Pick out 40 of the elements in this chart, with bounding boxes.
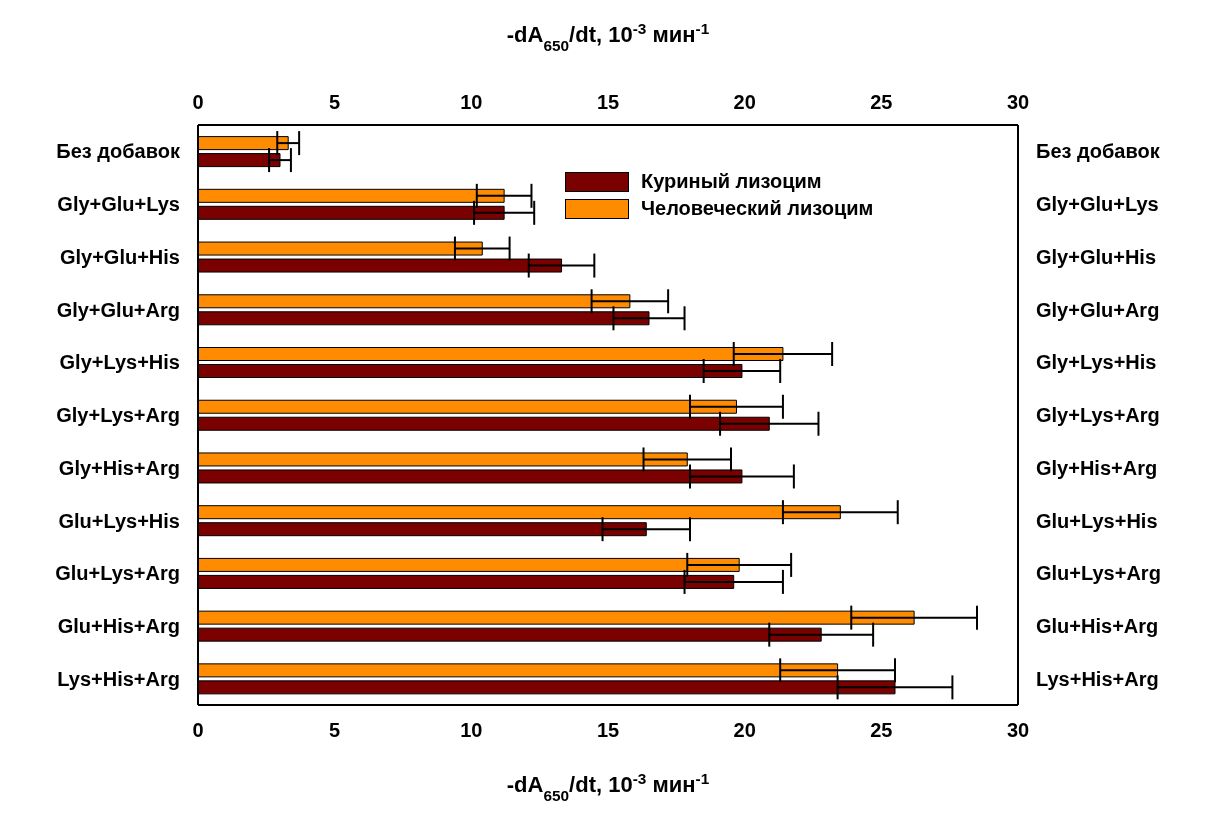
- y-tick-label: Gly+His+Arg: [1036, 456, 1158, 479]
- category-label: Gly+Glu+Lys: [57, 193, 180, 216]
- y-tick-label: Glu+His+Arg: [1036, 615, 1159, 638]
- x-tick-label: 25: [870, 91, 893, 113]
- x-tick-label: 15: [596, 91, 620, 113]
- category-label: Gly+Glu+His: [59, 245, 180, 268]
- x2-axis-title: -dA$_{650}$/dt, 10$^{-3}$ мин$^{-1}$: [506, 19, 710, 54]
- y-tick-label: Gly+Lys+His: [1036, 351, 1157, 374]
- x-tick-label: 5: [329, 91, 341, 113]
- x2-tick-label: 15: [596, 719, 620, 742]
- y-tick-label: Gly+Lys+Arg: [1036, 404, 1160, 427]
- x-tick-label: 30: [1006, 91, 1030, 113]
- x-tick-label: 10: [460, 91, 483, 113]
- x2-tick-label: 25: [870, 719, 893, 742]
- x2-tick-label: 20: [733, 719, 756, 742]
- category-label: Gly+His+Arg: [58, 456, 180, 479]
- y-tick-label: Lys+His+Arg: [1036, 667, 1159, 690]
- y-tick-label: Gly+Glu+Arg: [1036, 298, 1160, 321]
- category-label: Glu+His+Arg: [57, 615, 180, 638]
- category-label: Glu+Lys+Arg: [55, 562, 180, 585]
- x2-tick-label: 5: [329, 719, 341, 742]
- legend-label: Куриный лизоцим: [641, 170, 822, 193]
- category-label: Lys+His+Arg: [57, 667, 180, 690]
- y-tick-label: Gly+Glu+His: [1036, 245, 1157, 268]
- x2-tick-label: 10: [460, 719, 483, 742]
- x2-tick-label: 30: [1006, 719, 1030, 742]
- x-tick-label: 20: [733, 91, 756, 113]
- y-tick-label: Glu+Lys+His: [1036, 509, 1158, 532]
- category-label: Gly+Glu+Arg: [56, 298, 180, 321]
- y-tick-label: Без добавок: [1036, 140, 1161, 163]
- y-tick-label: Glu+Lys+Arg: [1036, 562, 1161, 585]
- x-tick-label: 0: [192, 91, 204, 113]
- category-label: Gly+Lys+His: [59, 351, 180, 374]
- y-tick-label: Gly+Glu+Lys: [1036, 193, 1159, 216]
- category-label: Без добавок: [56, 140, 180, 163]
- legend-label: Человеческий лизоцим: [641, 197, 874, 220]
- x2-tick-label: 0: [192, 719, 204, 742]
- category-label: Gly+Lys+Arg: [56, 404, 180, 427]
- x-axis-title: -dA$_{650}$/dt, 10$^{-3}$ мин$^{-1}$: [506, 769, 710, 804]
- category-label: Glu+Lys+His: [58, 509, 180, 532]
